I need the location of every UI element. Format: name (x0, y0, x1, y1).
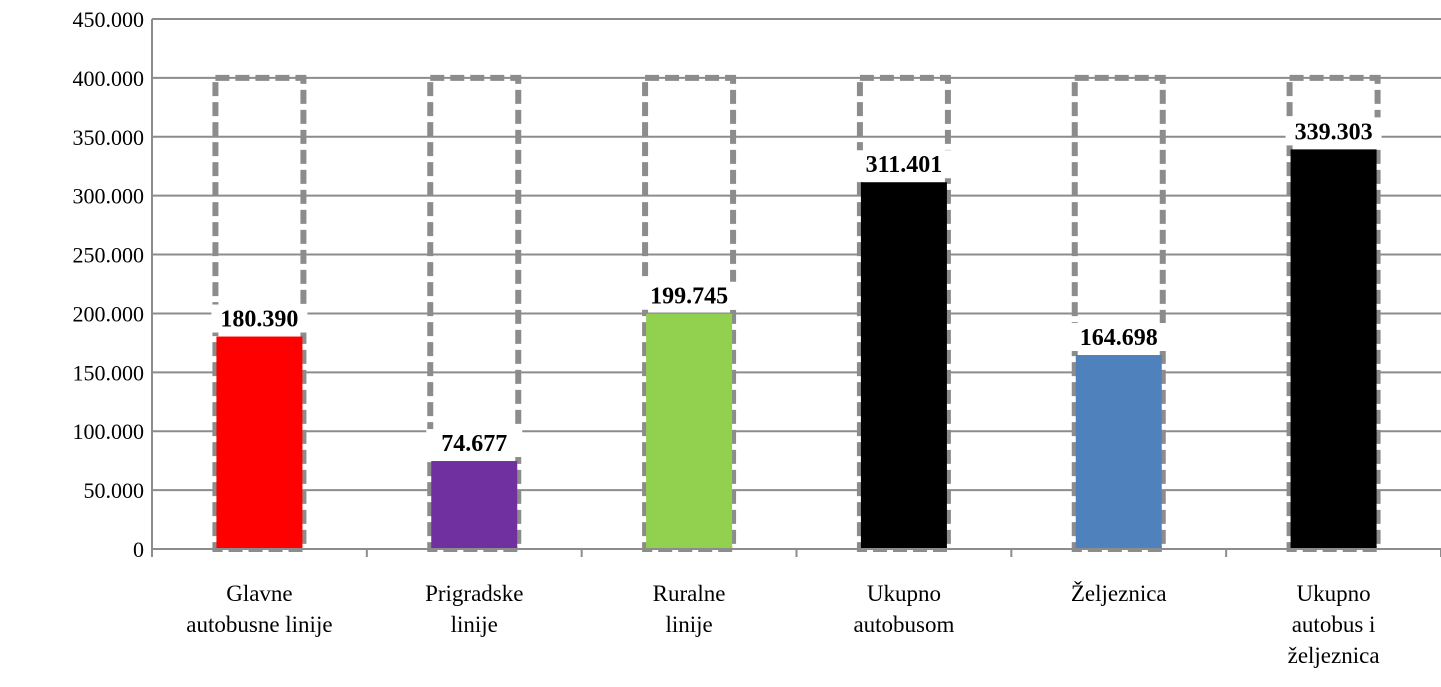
x-category-label-line: Ukupno (867, 581, 941, 606)
data-label-background (855, 150, 952, 179)
data-label-background (211, 304, 308, 333)
y-tick-label: 400.000 (73, 66, 145, 91)
x-category-label: Ruralne linije (653, 581, 726, 637)
data-label: 199.745 (650, 284, 728, 310)
x-category-label-line: Ruralne (653, 581, 726, 606)
x-category-label-line: Prigradske (425, 581, 523, 606)
y-tick-label: 300.000 (73, 184, 145, 209)
x-category-label-line: Glavne (226, 581, 292, 606)
axes (151, 19, 1441, 557)
data-labels: 180.390 74.677 199.745 311.401 164.698 339.30… (211, 117, 1382, 458)
bar (860, 182, 947, 549)
x-category-label: Željeznica (1071, 581, 1167, 606)
data-label-background (1285, 117, 1382, 146)
x-category-label-line: autobusne linije (186, 612, 332, 637)
y-tick-label: 150.000 (73, 360, 145, 385)
y-tick-label: 200.000 (73, 301, 145, 326)
data-label-background (641, 281, 738, 310)
bar (216, 336, 303, 549)
x-category-label-line: Željeznica (1071, 581, 1167, 606)
x-category-label-line: željeznica (1288, 643, 1380, 668)
y-tick-label: 0 (133, 537, 144, 562)
x-category-label-line: linije (665, 612, 712, 637)
data-label-background (1070, 323, 1167, 352)
y-tick-label: 50.000 (84, 478, 145, 503)
data-label: 311.401 (866, 152, 943, 178)
x-category-label: Ukupno autobus i željeznica (1288, 581, 1380, 668)
data-label: 74.677 (441, 431, 507, 457)
bar (431, 461, 518, 549)
y-axis-tick-labels: 0 50.000 100.000 150.000 200.000 250.000 300.0… (73, 7, 145, 562)
y-tick-label: 250.000 (73, 243, 145, 268)
data-label: 164.698 (1080, 325, 1158, 351)
x-category-label-line: Ukupno (1297, 581, 1371, 606)
x-category-label: Ukupno autobusom (853, 581, 954, 637)
data-label: 339.303 (1295, 119, 1373, 145)
gridlines (152, 18, 1441, 492)
x-category-label-line: linije (451, 612, 498, 637)
x-category-label: Prigradske linije (425, 581, 523, 637)
bars (216, 149, 1377, 549)
x-category-label: Glavne autobusne linije (186, 581, 332, 637)
x-category-label-line: autobusom (853, 612, 954, 637)
y-tick-label: 350.000 (73, 125, 145, 150)
bar (1075, 355, 1162, 549)
y-tick-label: 100.000 (73, 419, 145, 444)
bar (1290, 149, 1377, 549)
y-tick-label: 450.000 (73, 7, 145, 32)
data-label-background (426, 429, 523, 458)
bar (646, 313, 733, 549)
data-label: 180.390 (220, 307, 298, 333)
x-category-label-line: autobus i (1292, 612, 1376, 637)
